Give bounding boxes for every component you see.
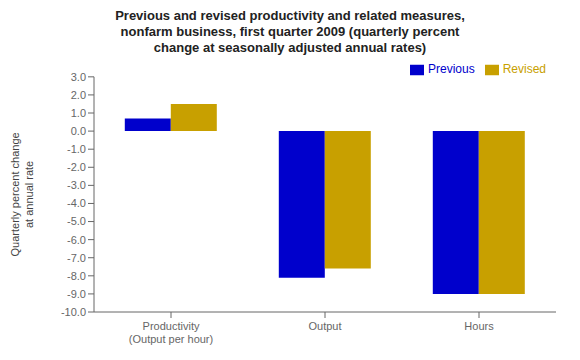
svg-text:-10.0: -10.0: [61, 306, 86, 318]
svg-text:-9.0: -9.0: [67, 288, 86, 300]
svg-text:3.0: 3.0: [71, 71, 86, 83]
svg-text:2.0: 2.0: [71, 89, 86, 101]
svg-text:-6.0: -6.0: [67, 234, 86, 246]
svg-text:-2.0: -2.0: [67, 161, 86, 173]
html-text:Revised: Revised: [502, 62, 546, 76]
svg-text:Productivity(Output per hour): Productivity(Output per hour): [129, 320, 213, 345]
svg-text:Output: Output: [308, 320, 341, 332]
svg-text:1.0: 1.0: [71, 107, 86, 119]
html-text:Previous: Previous: [428, 62, 475, 76]
svg-text:0.0: 0.0: [71, 125, 86, 137]
svg-text:-3.0: -3.0: [67, 179, 86, 191]
svg-text:-5.0: -5.0: [67, 215, 86, 227]
svg-text:-7.0: -7.0: [67, 252, 86, 264]
html-text:Previous and revised productiv: Previous and revised productivity and re…: [115, 8, 465, 55]
svg-text:-8.0: -8.0: [67, 270, 86, 282]
svg-text:-1.0: -1.0: [67, 143, 86, 155]
svg-text:Hours: Hours: [464, 320, 494, 332]
svg-text:Quarterly percent changeat ann: Quarterly percent changeat annual rate: [9, 132, 34, 256]
svg-text:-4.0: -4.0: [67, 197, 86, 209]
